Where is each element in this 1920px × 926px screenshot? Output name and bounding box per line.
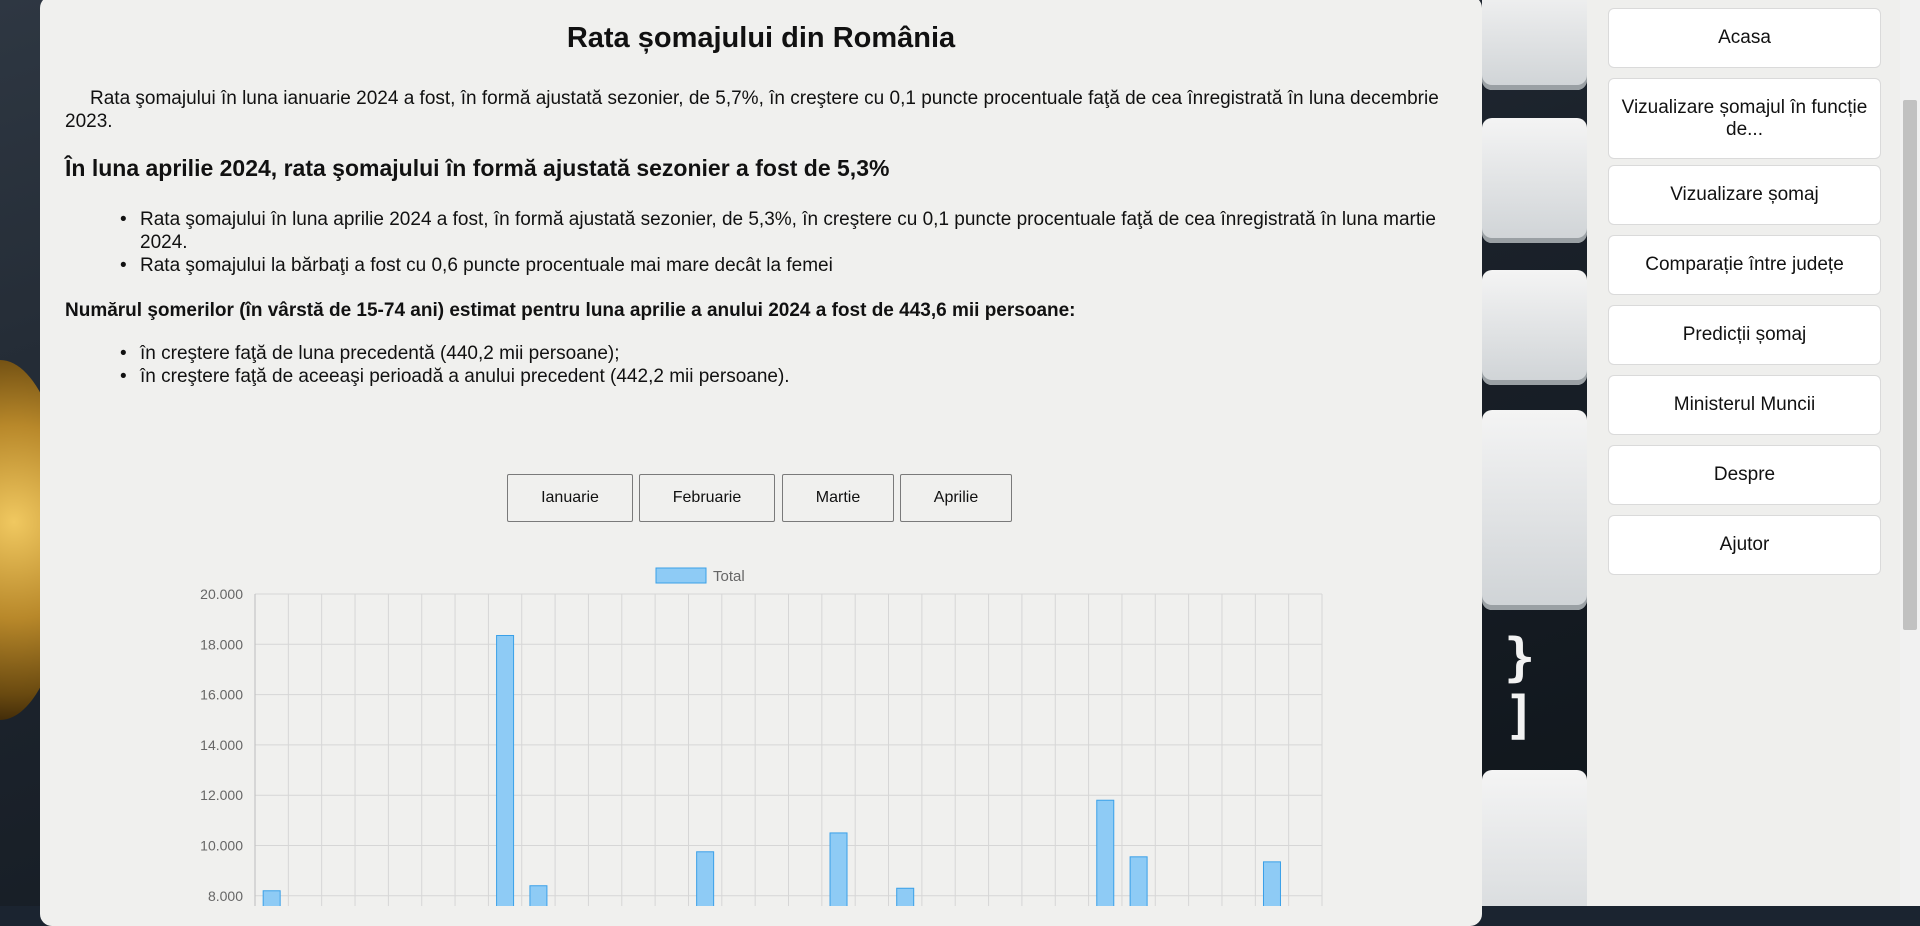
count-bullet-list: în creştere faţă de luna precedentă (440…: [120, 342, 1480, 388]
chart-bar: [529, 885, 548, 906]
scrollbar-thumb[interactable]: [1903, 100, 1917, 630]
legend-label: Total: [713, 568, 745, 585]
month-button-ianuarie[interactable]: Ianuarie: [507, 474, 633, 522]
nav-comparatie-judete-button[interactable]: Comparație între județe: [1608, 235, 1881, 295]
chart-bar: [696, 851, 715, 906]
y-tick-label: 18.000: [200, 636, 243, 652]
nav-acasa-button[interactable]: Acasa: [1608, 8, 1881, 68]
main-content-panel: Rata șomajului din România Rata şomajulu…: [40, 0, 1482, 926]
nav-predictii-button[interactable]: Predicții șomaj: [1608, 305, 1881, 365]
nav-vizualizare-functie-button[interactable]: Vizualizare șomajul în funcție de...: [1608, 78, 1881, 159]
month-button-aprilie[interactable]: Aprilie: [900, 474, 1012, 522]
key-brace-glyph: }: [1504, 628, 1536, 688]
list-item: Rata şomajului la bărbaţi a fost cu 0,6 …: [120, 254, 1480, 277]
page-title: Rata șomajului din România: [566, 22, 956, 54]
month-button-martie[interactable]: Martie: [782, 474, 894, 522]
chart-bar: [829, 832, 848, 906]
section-heading: În luna aprilie 2024, rata şomajului în …: [65, 155, 890, 181]
month-button-februarie[interactable]: Februarie: [639, 474, 775, 522]
nav-despre-button[interactable]: Despre: [1608, 445, 1881, 505]
page-scrollbar[interactable]: [1900, 0, 1920, 906]
nav-vizualizare-somaj-button[interactable]: Vizualizare șomaj: [1608, 165, 1881, 225]
key-bracket-glyph: ]: [1504, 686, 1536, 746]
y-tick-label: 16.000: [200, 687, 243, 703]
y-tick-label: 20.000: [200, 586, 243, 602]
keyboard-image: } ]: [1482, 0, 1587, 906]
chart-bar: [1096, 799, 1115, 906]
rate-bullet-list: Rata şomajului în luna aprilie 2024 a fo…: [120, 208, 1480, 277]
list-item: în creştere faţă de luna precedentă (440…: [120, 342, 1480, 365]
legend-swatch: [655, 567, 707, 584]
chart-bar: [1129, 856, 1148, 906]
y-tick-label: 12.000: [200, 787, 243, 803]
y-tick-label: 14.000: [200, 737, 243, 753]
list-item: Rata şomajului în luna aprilie 2024 a fo…: [120, 208, 1480, 254]
y-tick-label: 10.000: [200, 838, 243, 854]
intro-paragraph: Rata şomajului în luna ianuarie 2024 a f…: [65, 88, 1439, 132]
list-item: în creştere faţă de aceeaşi perioadă a a…: [120, 365, 1480, 388]
chart-bar: [262, 890, 281, 906]
unemployment-bar-chart: 20.000 18.000 16.000 14.000 12.000 10.000 8.00…: [200, 567, 1323, 906]
chart-bar: [1262, 861, 1281, 906]
nav-ministerul-muncii-button[interactable]: Ministerul Muncii: [1608, 375, 1881, 435]
sidebar-nav: Acasa Vizualizare șomajul în funcție de.…: [1587, 0, 1900, 906]
nav-ajutor-button[interactable]: Ajutor: [1608, 515, 1881, 575]
chart-bar: [496, 634, 515, 906]
y-tick-label: 8.000: [208, 888, 243, 904]
chart-bar: [896, 887, 915, 906]
unemployed-count-heading: Numărul şomerilor (în vârstă de 15-74 an…: [65, 300, 1076, 321]
